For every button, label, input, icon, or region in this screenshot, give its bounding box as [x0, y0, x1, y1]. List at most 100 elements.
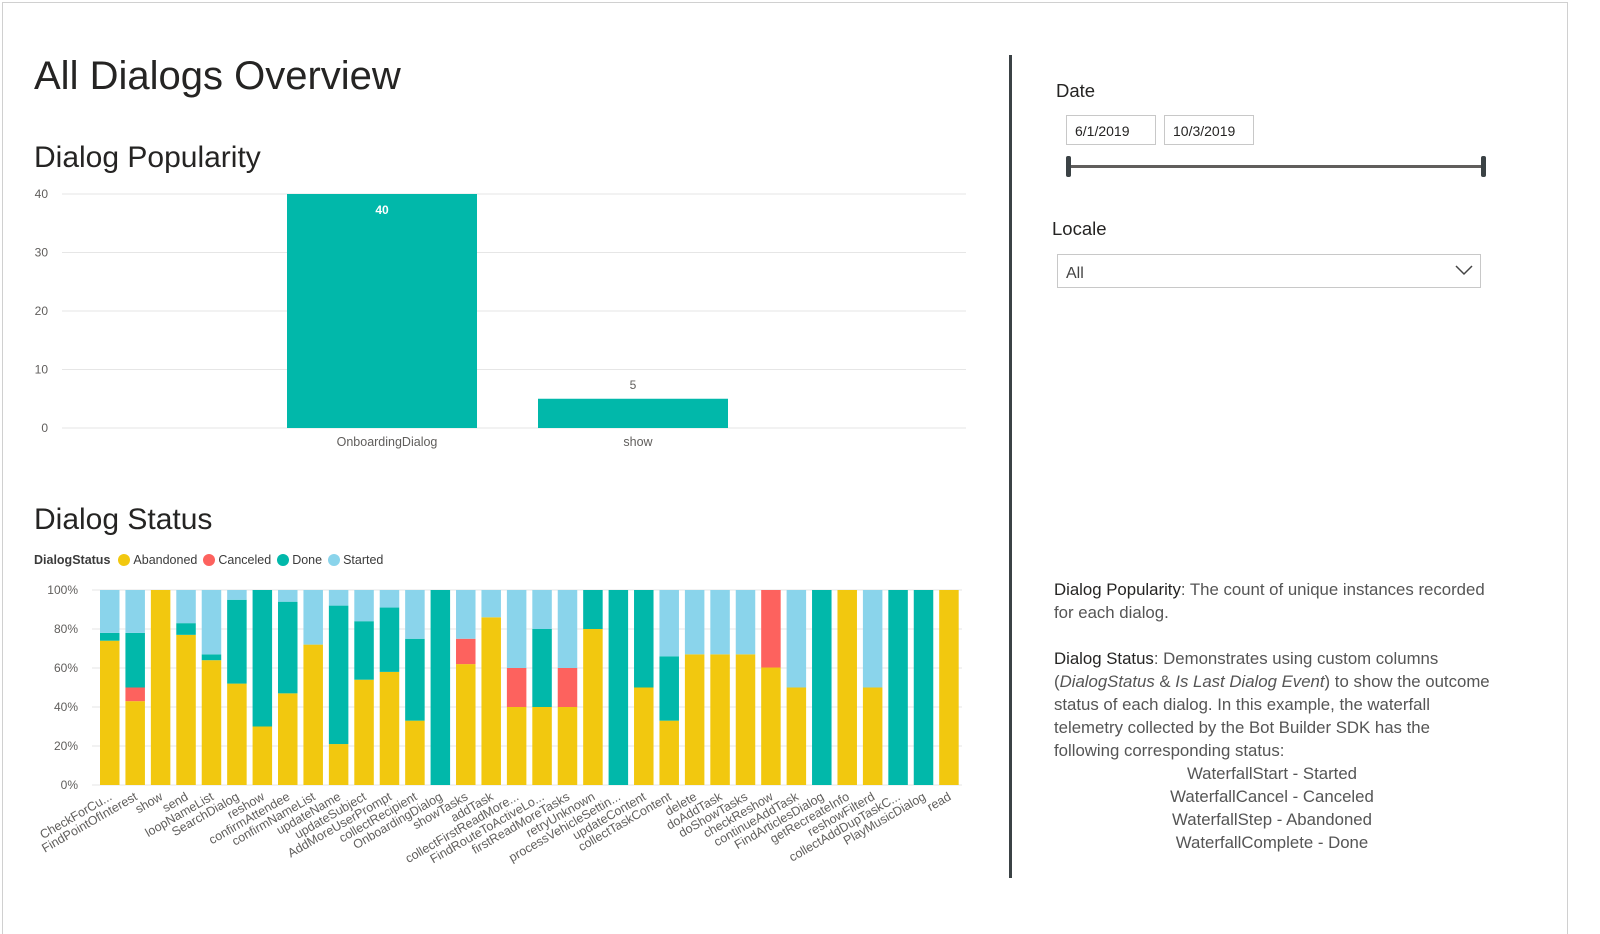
popularity-chart[interactable]: 0 10 20 30 40 40 OnboardingDialog 5 show: [0, 180, 980, 460]
bar-segment-started: [684, 590, 705, 655]
bar-segment-started: [176, 590, 196, 624]
date-label: Date: [1056, 80, 1096, 101]
bar-segment-done: [913, 590, 934, 785]
bar-segment-done: [608, 590, 629, 785]
bar-segment-done: [227, 599, 247, 684]
y-tick-label: 20: [35, 304, 49, 318]
bar-segment-done: [888, 590, 908, 785]
bar-segment-abandoned: [354, 679, 374, 785]
bar-segment-started: [303, 590, 323, 645]
bar-segment-canceled: [506, 668, 527, 707]
status-mapping: WaterfallStep - Abandoned: [1172, 810, 1372, 829]
bar-segment-done: [100, 632, 120, 641]
bar-segment-abandoned: [659, 720, 679, 785]
y-tick-label: 80%: [54, 622, 78, 636]
bar-segment-done: [278, 601, 298, 694]
bar-segment-abandoned: [481, 617, 501, 785]
status-text: &: [1154, 672, 1176, 691]
status-chart[interactable]: 0%20%40%60%80%100%CheckForCu...FindPoint…: [0, 575, 980, 875]
bar-segment-done: [812, 590, 832, 785]
date-slider-track[interactable]: [1068, 165, 1484, 168]
bar-segment-started: [125, 590, 145, 633]
status-text: ) to show the outcome status of each dia…: [1054, 672, 1490, 760]
bar-segment-done: [379, 607, 400, 672]
bar-segment-started: [710, 590, 730, 655]
bar-segment-abandoned: [456, 664, 476, 785]
bar-segment-started: [506, 590, 527, 668]
bar-segment-started: [481, 590, 501, 618]
popularity-title: Dialog Popularity: [34, 141, 261, 174]
bar-segment-started: [328, 590, 349, 606]
bar-segment-done: [532, 629, 552, 707]
status-text: : Demonstrates using custom columns (: [1054, 649, 1439, 691]
legend-swatch: [118, 554, 131, 566]
legend-swatch: [328, 554, 341, 566]
y-tick-label: 60%: [54, 661, 78, 675]
bar-segment-abandoned: [583, 629, 603, 785]
bar-segment-abandoned: [328, 744, 349, 785]
status-legend: DialogStatus Abandoned Canceled Done Sta…: [34, 553, 389, 567]
locale-dropdown[interactable]: All: [1057, 254, 1481, 288]
legend-swatch: [277, 554, 290, 566]
y-tick-label: 10: [35, 363, 49, 377]
bar: [538, 398, 728, 428]
bar-segment-started: [100, 590, 120, 633]
status-mapping: WaterfallStart - Started: [1186, 764, 1358, 783]
bar-segment-abandoned: [862, 687, 883, 785]
bar-segment-started: [786, 590, 807, 688]
report-frame: [2, 2, 1568, 934]
bar-segment-abandoned: [786, 687, 807, 785]
x-tick-label: OnboardingDialog: [337, 435, 438, 449]
y-tick-label: 40: [35, 187, 49, 201]
y-tick-label: 40%: [54, 700, 78, 714]
legend-label: Abandoned: [133, 553, 198, 567]
date-start-input[interactable]: 6/1/2019: [1066, 115, 1156, 145]
status-description: Dialog Status: Demonstrates using custom…: [1054, 647, 1494, 762]
bar-segment-started: [735, 590, 756, 655]
status-title: Dialog Status: [34, 503, 213, 536]
bar-segment-canceled: [125, 687, 145, 702]
bar-segment-started: [862, 590, 883, 688]
y-tick-label: 30: [35, 246, 49, 260]
bar-segment-abandoned: [634, 687, 654, 785]
bar-segment-abandoned: [379, 671, 400, 785]
bar-segment-canceled: [761, 590, 781, 668]
bar-segment-abandoned: [837, 590, 857, 785]
locale-selected-value: All: [1066, 265, 1084, 282]
legend-label: Canceled: [218, 553, 272, 567]
status-italic: Is Last Dialog Event: [1175, 672, 1325, 691]
legend-item-abandoned[interactable]: Abandoned: [118, 553, 197, 567]
bar-segment-started: [557, 590, 578, 668]
status-term: Dialog Status: [1054, 649, 1154, 668]
bar-segment-abandoned: [227, 683, 247, 785]
bar-segment-done: [354, 621, 374, 680]
locale-label: Locale: [1052, 218, 1107, 239]
date-slider-start-handle[interactable]: [1066, 156, 1071, 177]
y-tick-label: 20%: [54, 739, 78, 753]
date-end-input[interactable]: 10/3/2019: [1164, 115, 1254, 145]
bar-segment-abandoned: [125, 701, 145, 785]
popularity-description: Dialog Popularity: The count of unique i…: [1054, 578, 1494, 624]
status-mapping: WaterfallCancel - Canceled: [1170, 787, 1374, 806]
bar-segment-abandoned: [252, 726, 273, 785]
bar-segment-done: [405, 638, 425, 721]
bar-segment-started: [456, 590, 476, 639]
legend-swatch: [203, 554, 216, 566]
legend-label: Done: [292, 553, 323, 567]
bar-segment-done: [125, 632, 145, 688]
status-italic: DialogStatus: [1059, 672, 1155, 691]
y-tick-label: 0%: [61, 778, 79, 792]
bar-segment-abandoned: [761, 667, 781, 785]
bar-segment-done: [176, 623, 196, 635]
y-tick-label: 100%: [47, 583, 78, 597]
legend-item-started[interactable]: Started: [328, 553, 383, 567]
legend-label: Started: [343, 553, 384, 567]
bar-segment-abandoned: [506, 707, 527, 785]
date-slider-end-handle[interactable]: [1481, 156, 1486, 177]
popularity-text: : The count of unique instances recorded…: [1054, 580, 1485, 622]
description-panel: Dialog Popularity: The count of unique i…: [1054, 578, 1494, 854]
bar-segment-done: [328, 605, 349, 745]
legend-item-canceled[interactable]: Canceled: [203, 553, 271, 567]
legend-item-done[interactable]: Done: [277, 553, 322, 567]
data-label: 40: [375, 203, 389, 217]
